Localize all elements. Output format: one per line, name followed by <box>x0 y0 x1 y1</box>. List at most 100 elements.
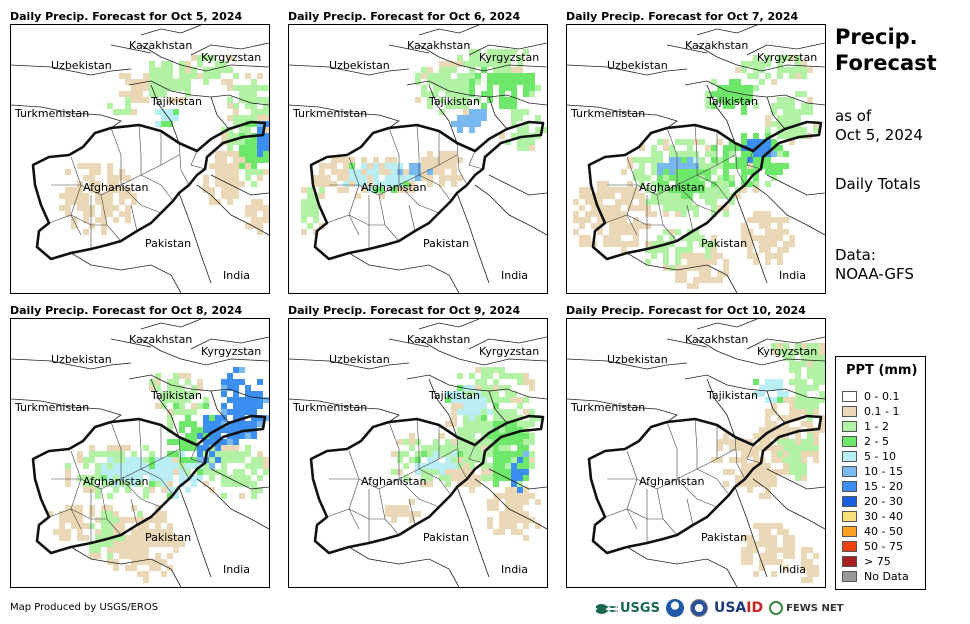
country-border <box>488 468 547 490</box>
legend-label: 10 - 15 <box>864 465 903 478</box>
as-of-date: Oct 5, 2024 <box>835 126 923 144</box>
legend-label: 15 - 20 <box>864 480 903 493</box>
province-border <box>140 468 174 496</box>
country-border <box>210 390 230 424</box>
afghanistan-outline <box>31 120 267 261</box>
province-border <box>676 478 718 508</box>
country-border <box>418 25 480 36</box>
province-border <box>348 184 360 236</box>
precip-layer <box>573 55 819 289</box>
country-label-tajikistan: Tajikistan <box>428 95 480 108</box>
country-label-kazakhstan: Kazakhstan <box>685 333 748 346</box>
country-border <box>428 84 458 144</box>
afghanistan-outline <box>309 414 545 555</box>
province-border <box>676 184 718 214</box>
country-label-kyrgyzstan: Kyrgyzstan <box>479 345 539 358</box>
legend-item: 5 - 10 <box>842 449 896 464</box>
province-border <box>130 204 138 232</box>
afghanistan-outline <box>31 414 267 555</box>
usaid-logo: USAID <box>714 600 763 616</box>
nws-logo-icon <box>689 599 708 617</box>
country-border <box>418 44 547 72</box>
panel-title: Daily Precip. Forecast for Oct 10, 2024 <box>566 304 806 317</box>
legend-item: No Data <box>842 569 909 584</box>
country-label-turkmenistan: Turkmenistan <box>292 401 367 414</box>
country-border <box>406 374 547 400</box>
country-border <box>70 252 182 293</box>
country-label-uzbekistan: Uzbekistan <box>51 353 112 366</box>
legend-swatch <box>842 436 857 447</box>
province-border <box>734 436 746 480</box>
country-border <box>626 546 738 587</box>
legend-swatch <box>842 526 857 537</box>
legend-swatch <box>842 406 857 417</box>
usaid-text-b: ID <box>746 600 764 616</box>
country-border <box>684 374 825 400</box>
province-border <box>604 508 663 520</box>
province-border <box>120 478 162 508</box>
legend-label: 2 - 5 <box>864 435 889 448</box>
province-border <box>416 124 420 175</box>
province-border <box>686 498 694 526</box>
country-border <box>140 319 202 330</box>
country-border <box>11 64 132 76</box>
province-border <box>734 142 746 186</box>
country-label-afghanistan: Afghanistan <box>361 475 427 488</box>
forecast-map: Kazakhstan Kyrgyzstan Uzbekistan Tajikistan… <box>288 24 548 294</box>
country-border <box>418 338 547 366</box>
legend-item: 0 - 0.1 <box>842 389 899 404</box>
country-border <box>140 25 202 36</box>
province-border <box>694 124 698 175</box>
province-border <box>666 127 678 185</box>
country-label-kazakhstan: Kazakhstan <box>407 39 470 52</box>
country-border <box>178 486 212 578</box>
daily-totals-label: Daily Totals <box>835 175 921 193</box>
country-border <box>348 252 460 293</box>
province-border <box>408 204 416 232</box>
country-label-turkmenistan: Turkmenistan <box>14 107 89 120</box>
country-label-kyrgyzstan: Kyrgyzstan <box>757 345 817 358</box>
panel-title: Daily Precip. Forecast for Oct 6, 2024 <box>288 10 521 23</box>
country-border <box>696 44 825 72</box>
province-border <box>604 214 663 226</box>
country-border <box>752 184 825 236</box>
country-label-pakistan: Pakistan <box>423 531 469 544</box>
province-border <box>398 184 440 214</box>
country-label-kyrgyzstan: Kyrgyzstan <box>757 51 817 64</box>
province-border <box>456 436 468 480</box>
map-canvas: Kazakhstan Kyrgyzstan Uzbekistan Tajikistan… <box>567 319 825 587</box>
country-border <box>210 96 230 130</box>
legend-label: 0.1 - 1 <box>864 405 900 418</box>
country-label-india: India <box>779 269 806 282</box>
country-border <box>388 44 430 54</box>
legend-swatch <box>842 481 857 492</box>
legend-item: 40 - 50 <box>842 524 903 539</box>
country-border <box>11 104 122 129</box>
side-title: Precip. Forecast <box>835 24 937 76</box>
country-border <box>488 174 547 196</box>
map-panel-oct7: Daily Precip. Forecast for Oct 7, 2024 K… <box>566 10 826 294</box>
country-label-kyrgyzstan: Kyrgyzstan <box>201 345 261 358</box>
usgs-text: USGS <box>620 600 660 616</box>
as-of-label: as of <box>835 107 872 125</box>
legend-label: 40 - 50 <box>864 525 903 538</box>
country-label-pakistan: Pakistan <box>145 531 191 544</box>
fews-text: FEWS NET <box>786 602 844 614</box>
legend-item: 1 - 2 <box>842 419 889 434</box>
forecast-map: Kazakhstan Kyrgyzstan Uzbekistan Tajikistan… <box>288 318 548 588</box>
province-border <box>190 150 206 170</box>
legend-item: 30 - 40 <box>842 509 903 524</box>
country-border <box>190 42 269 56</box>
province-border <box>138 124 142 175</box>
country-border <box>210 468 269 490</box>
country-border <box>567 358 688 370</box>
country-border <box>196 184 269 236</box>
country-label-india: India <box>779 563 806 576</box>
country-border <box>474 184 547 236</box>
map-panel-oct5: Daily Precip. Forecast for Oct 5, 2024 K… <box>10 10 270 294</box>
province-border <box>178 142 190 186</box>
legend-label: 30 - 40 <box>864 510 903 523</box>
country-border <box>289 358 410 370</box>
country-label-afghanistan: Afghanistan <box>361 181 427 194</box>
side-title-line2: Forecast <box>835 51 937 75</box>
